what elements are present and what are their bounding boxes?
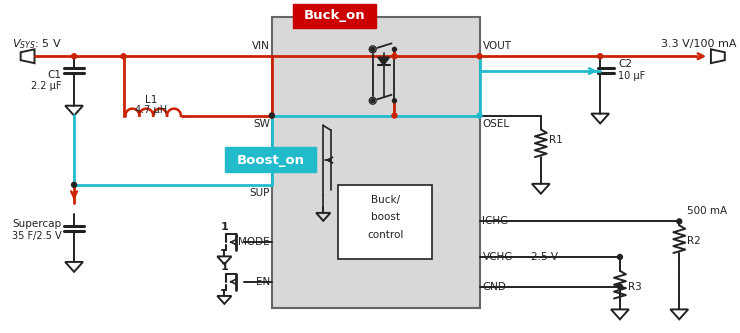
Text: Supercap: Supercap bbox=[12, 219, 61, 229]
FancyBboxPatch shape bbox=[292, 4, 376, 28]
Circle shape bbox=[392, 113, 397, 118]
Circle shape bbox=[269, 113, 275, 118]
Bar bbox=[272, 17, 480, 308]
Text: EN: EN bbox=[255, 277, 270, 287]
Text: MODE: MODE bbox=[238, 237, 270, 247]
FancyBboxPatch shape bbox=[226, 147, 316, 172]
Circle shape bbox=[477, 113, 482, 118]
Text: R1: R1 bbox=[549, 135, 562, 145]
Text: GND: GND bbox=[482, 282, 506, 292]
Text: VOUT: VOUT bbox=[482, 41, 511, 51]
Circle shape bbox=[72, 54, 76, 59]
Text: L1: L1 bbox=[145, 95, 158, 105]
Text: Buck_on: Buck_on bbox=[303, 9, 365, 22]
Text: 35 F/2.5 V: 35 F/2.5 V bbox=[12, 231, 61, 241]
Circle shape bbox=[392, 47, 397, 51]
Circle shape bbox=[598, 54, 602, 59]
Text: Boost_on: Boost_on bbox=[237, 154, 305, 166]
Circle shape bbox=[371, 99, 374, 103]
Text: SW: SW bbox=[253, 119, 270, 129]
Text: 2.5 V: 2.5 V bbox=[531, 252, 558, 262]
Text: 1: 1 bbox=[221, 262, 228, 272]
Circle shape bbox=[371, 47, 374, 51]
Text: Buck/: Buck/ bbox=[371, 194, 400, 205]
Circle shape bbox=[677, 219, 682, 224]
Text: VCHG: VCHG bbox=[482, 252, 513, 262]
Circle shape bbox=[369, 46, 376, 53]
Text: $V_{SYS}$: 5 V: $V_{SYS}$: 5 V bbox=[12, 38, 61, 51]
Circle shape bbox=[392, 54, 397, 59]
Circle shape bbox=[617, 284, 622, 289]
Circle shape bbox=[72, 182, 76, 187]
Text: R2: R2 bbox=[687, 236, 701, 246]
Text: 500 mA: 500 mA bbox=[687, 206, 727, 216]
Text: C1: C1 bbox=[47, 70, 61, 80]
Circle shape bbox=[121, 54, 126, 59]
Text: OSEL: OSEL bbox=[482, 119, 510, 129]
Text: R3: R3 bbox=[628, 282, 642, 292]
Text: 1: 1 bbox=[221, 222, 228, 232]
Circle shape bbox=[369, 97, 376, 104]
Circle shape bbox=[392, 99, 397, 103]
Text: 10 μF: 10 μF bbox=[618, 71, 645, 81]
Text: 3.3 V/100 mA: 3.3 V/100 mA bbox=[661, 39, 736, 49]
Text: 4.7 μH: 4.7 μH bbox=[135, 105, 167, 115]
Circle shape bbox=[269, 113, 275, 118]
Circle shape bbox=[617, 254, 622, 259]
Text: VIN: VIN bbox=[252, 41, 270, 51]
Circle shape bbox=[477, 54, 482, 59]
Bar bbox=[338, 185, 432, 259]
Polygon shape bbox=[377, 57, 389, 65]
Text: SUP: SUP bbox=[249, 188, 270, 198]
Text: 2.2 μF: 2.2 μF bbox=[30, 81, 61, 91]
Text: ICHG: ICHG bbox=[482, 216, 508, 226]
Text: boost: boost bbox=[371, 212, 400, 222]
Text: C2: C2 bbox=[618, 59, 632, 69]
Text: control: control bbox=[367, 230, 403, 240]
